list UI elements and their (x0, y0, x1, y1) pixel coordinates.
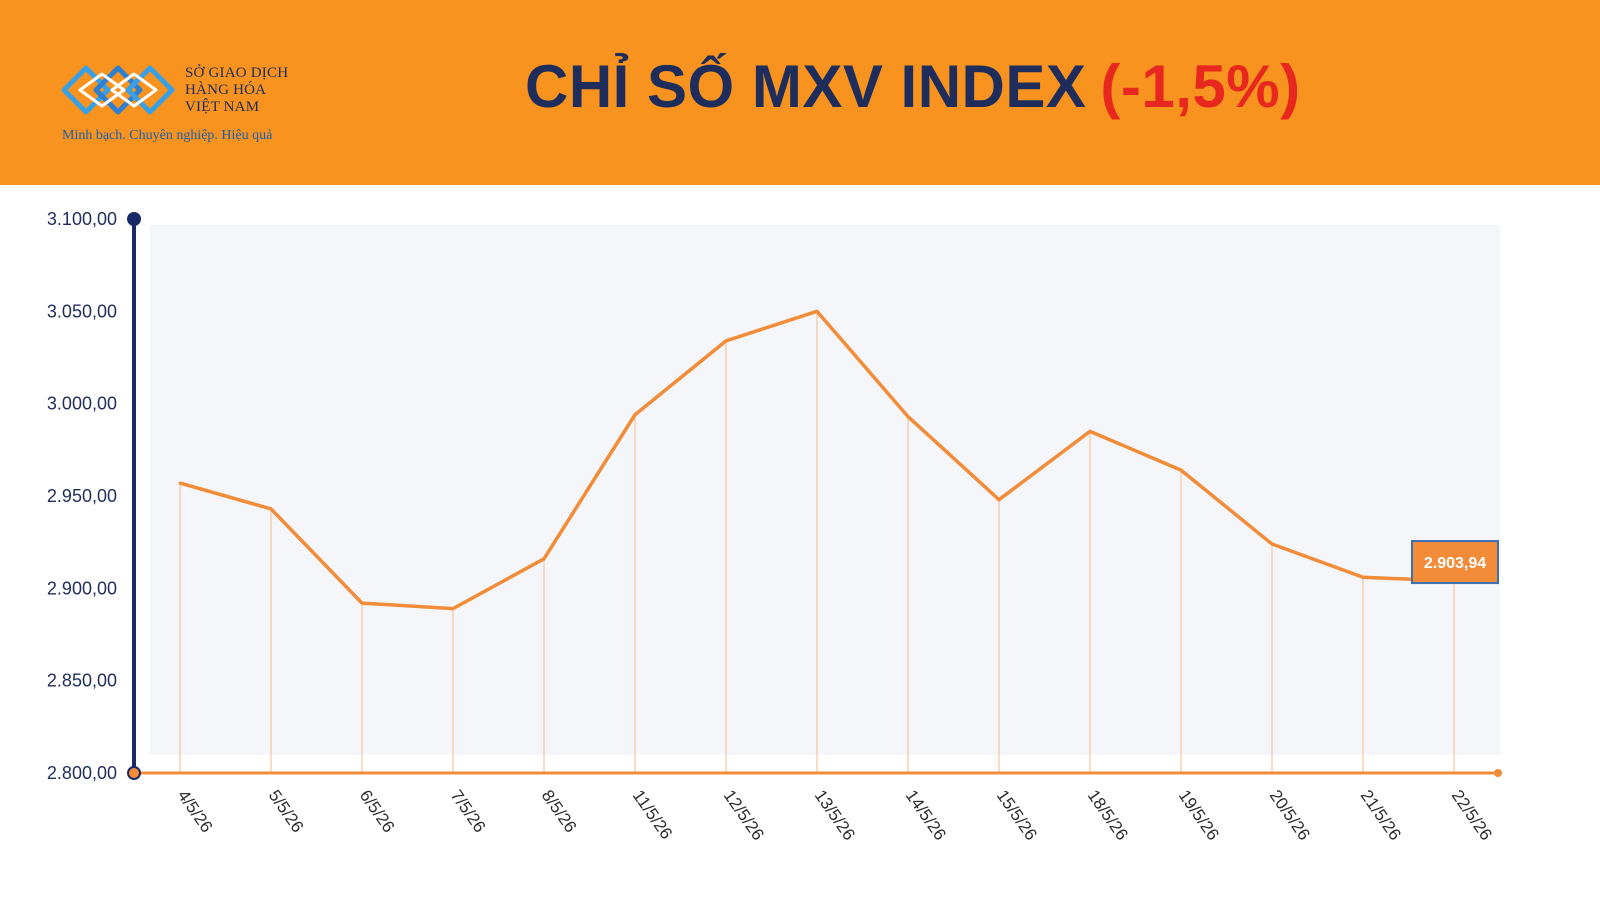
logo-text-line1: SỞ GIAO DỊCH (185, 65, 289, 81)
x-tick-label: 20/5/26 (1266, 786, 1314, 843)
last-value-box (1411, 540, 1499, 585)
y-tick-label: 2.900,00 (47, 578, 117, 598)
y-tick-label: 3.000,00 (47, 394, 117, 414)
logo-text-line3: VIỆT NAM (185, 99, 260, 115)
last-value-label: 2.903,94 (1424, 555, 1486, 572)
y-axis-top-dot (127, 212, 141, 226)
y-tick-label: 2.850,00 (47, 671, 117, 691)
x-tick-label: 4/5/26 (174, 786, 217, 836)
data-point (906, 415, 910, 419)
data-point (451, 607, 455, 611)
data-point (178, 481, 182, 485)
x-tick-label: 6/5/26 (356, 786, 399, 836)
x-tick-label: 15/5/26 (993, 786, 1041, 843)
x-tick-label: 8/5/26 (538, 786, 581, 836)
y-tick-label: 3.100,00 (47, 209, 117, 229)
chart-title: CHỈ SỐ MXV INDEX (-1,5%) (525, 52, 1301, 121)
data-point (542, 557, 546, 561)
x-tick-label: 12/5/26 (720, 786, 768, 843)
chart-area: 2.800,00 2.850,00 2.900,00 2.950,00 3.000,00… (0, 185, 1600, 900)
chart-title-text: CHỈ SỐ MXV INDEX (525, 53, 1087, 120)
x-tick-label: 18/5/26 (1084, 786, 1132, 843)
data-point (997, 498, 1001, 502)
world-map-background (150, 225, 1500, 755)
chart-title-change: (-1,5%) (1100, 53, 1301, 120)
data-point (1270, 542, 1274, 546)
x-tick-label: 19/5/26 (1175, 786, 1223, 843)
x-axis-end-dot (1494, 769, 1502, 777)
data-point (360, 601, 364, 605)
data-point (815, 309, 819, 313)
x-tick-label: 22/5/26 (1448, 786, 1496, 843)
data-point (269, 507, 273, 511)
x-tick-label: 13/5/26 (811, 786, 859, 843)
x-tick-label: 5/5/26 (265, 786, 308, 836)
data-point (1361, 575, 1365, 579)
y-tick-label: 3.050,00 (47, 301, 117, 321)
x-tick-label: 7/5/26 (447, 786, 490, 836)
y-tick-label: 2.800,00 (47, 763, 117, 783)
x-tick-label: 14/5/26 (902, 786, 950, 843)
header-banner: SỞ GIAO DỊCH HÀNG HÓA VIỆT NAM Minh bạch… (0, 0, 1600, 185)
line-chart: 2.800,00 2.850,00 2.900,00 2.950,00 3.000,00… (47, 209, 1502, 844)
x-tick-label: 11/5/26 (629, 786, 676, 842)
x-tick-label: 21/5/26 (1357, 786, 1405, 843)
y-axis-origin-dot (127, 766, 141, 780)
data-point (1088, 429, 1092, 433)
y-tick-label: 2.950,00 (47, 486, 117, 506)
data-point (724, 339, 728, 343)
data-point (633, 413, 637, 417)
logo-tagline: Minh bạch. Chuyên nghiệp. Hiệu quả (62, 128, 273, 143)
data-point (1179, 468, 1183, 472)
logo: SỞ GIAO DỊCH HÀNG HÓA VIỆT NAM Minh bạch… (58, 60, 308, 150)
exchange-logo-icon (61, 65, 175, 115)
logo-text-line2: HÀNG HÓA (185, 82, 267, 98)
